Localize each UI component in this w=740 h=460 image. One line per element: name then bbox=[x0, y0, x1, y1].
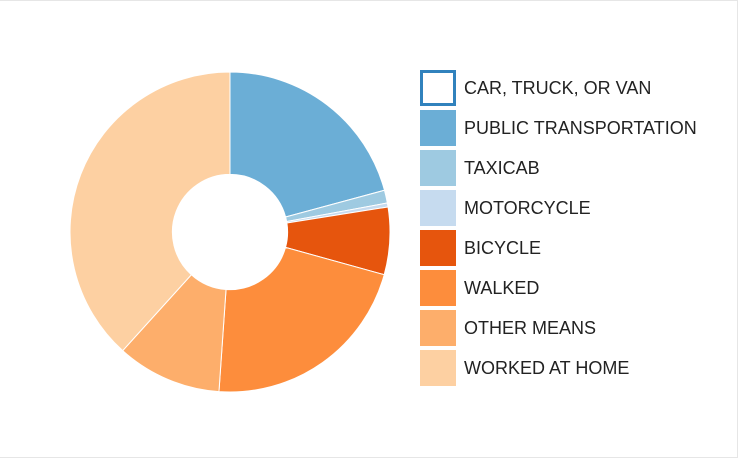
slice-worked-at-home[interactable] bbox=[69, 71, 231, 352]
legend-label-bicycle: BICYCLE bbox=[464, 238, 541, 258]
legend-swatch-taxicab bbox=[420, 150, 456, 186]
slice-walked[interactable] bbox=[218, 246, 385, 393]
legend-label-motorcycle: MOTORCYCLE bbox=[464, 198, 591, 218]
legend-item-walked[interactable]: WALKED bbox=[420, 270, 539, 306]
legend-swatch-worked-at-home bbox=[420, 350, 456, 386]
legend-label-other-means: OTHER MEANS bbox=[464, 318, 596, 338]
legend-label-taxicab: TAXICAB bbox=[464, 158, 540, 178]
legend-item-worked-at-home[interactable]: WORKED AT HOME bbox=[420, 350, 629, 386]
legend-label-walked: WALKED bbox=[464, 278, 539, 298]
legend-swatch-bicycle bbox=[420, 230, 456, 266]
legend-item-public-transportation[interactable]: PUBLIC TRANSPORTATION bbox=[420, 110, 697, 146]
legend-swatch-walked bbox=[420, 270, 456, 306]
legend-swatch-other-means bbox=[420, 310, 456, 346]
legend-swatch-public-transportation bbox=[420, 110, 456, 146]
legend-label-public-transportation: PUBLIC TRANSPORTATION bbox=[464, 118, 697, 138]
legend: CAR, TRUCK, OR VAN PUBLIC TRANSPORTATION T… bbox=[420, 70, 697, 386]
legend-swatch-car-truck-or-van bbox=[420, 70, 456, 106]
donut-slices bbox=[69, 71, 391, 393]
legend-item-other-means[interactable]: OTHER MEANS bbox=[420, 310, 596, 346]
legend-item-bicycle[interactable]: BICYCLE bbox=[420, 230, 541, 266]
legend-item-car-truck-or-van[interactable]: CAR, TRUCK, OR VAN bbox=[420, 70, 652, 106]
legend-item-taxicab[interactable]: TAXICAB bbox=[420, 150, 540, 186]
legend-swatch-motorcycle bbox=[420, 190, 456, 226]
slice-public-transportation[interactable] bbox=[229, 71, 386, 218]
legend-label-worked-at-home: WORKED AT HOME bbox=[464, 358, 629, 378]
legend-item-motorcycle[interactable]: MOTORCYCLE bbox=[420, 190, 591, 226]
legend-label-car-truck-or-van: CAR, TRUCK, OR VAN bbox=[464, 78, 651, 98]
